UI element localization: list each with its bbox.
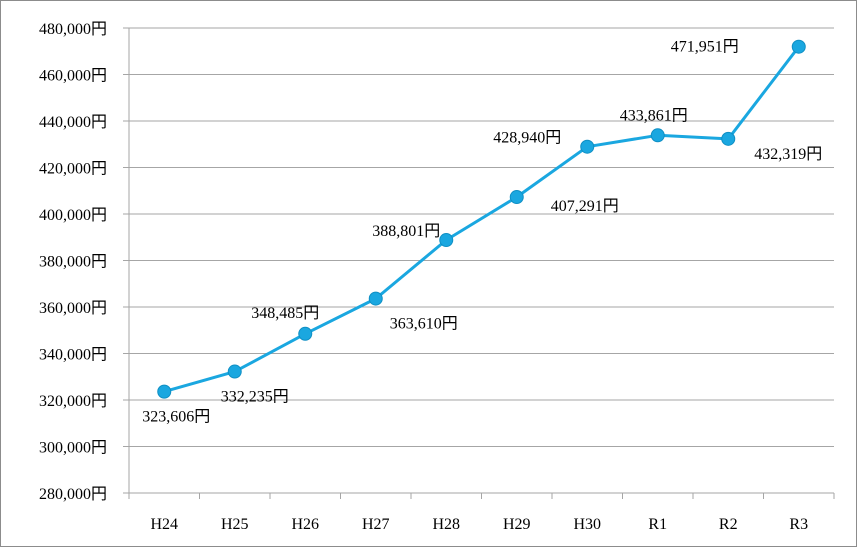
data-label: 433,861円 (620, 107, 688, 124)
x-tick-label: R2 (719, 516, 738, 533)
data-point (791, 39, 806, 54)
x-tick-label: H26 (291, 516, 319, 533)
data-point (580, 139, 595, 154)
y-tick-label: 380,000円 (39, 254, 107, 271)
x-tick-label: H25 (221, 516, 249, 533)
data-point (439, 233, 454, 248)
y-tick-label: 280,000円 (39, 486, 107, 503)
data-point (650, 128, 665, 143)
y-tick-label: 340,000円 (39, 347, 107, 364)
data-point (721, 131, 736, 146)
x-tick-label: R1 (648, 516, 667, 533)
y-tick-label: 400,000円 (39, 207, 107, 224)
data-point (157, 384, 172, 399)
x-tick-label: H24 (150, 516, 178, 533)
y-tick-label: 320,000円 (39, 393, 107, 410)
series-line (163, 45, 800, 394)
y-tick-label: 460,000円 (39, 68, 107, 85)
data-label: 332,235円 (221, 389, 289, 406)
data-label: 388,801円 (372, 223, 440, 240)
data-label: 471,951円 (671, 39, 739, 56)
data-label: 432,319円 (754, 146, 822, 163)
data-point (298, 326, 313, 341)
data-label: 323,606円 (142, 409, 210, 426)
data-label: 407,291円 (551, 198, 619, 215)
y-tick-label: 300,000円 (39, 440, 107, 457)
y-tick-label: 440,000円 (39, 114, 107, 131)
y-tick-label: 480,000円 (39, 21, 107, 38)
data-label: 348,485円 (251, 305, 319, 322)
data-point (368, 291, 383, 306)
data-point (227, 364, 242, 379)
x-tick-label: R3 (789, 516, 808, 533)
x-tick-label: H29 (503, 516, 531, 533)
data-point (509, 190, 524, 205)
y-tick-label: 360,000円 (39, 300, 107, 317)
x-tick-label: H27 (362, 516, 390, 533)
x-tick-label: H30 (573, 516, 601, 533)
y-tick-label: 420,000円 (39, 161, 107, 178)
data-label: 363,610円 (390, 316, 458, 333)
x-tick-label: H28 (432, 516, 460, 533)
data-label: 428,940円 (493, 130, 561, 147)
